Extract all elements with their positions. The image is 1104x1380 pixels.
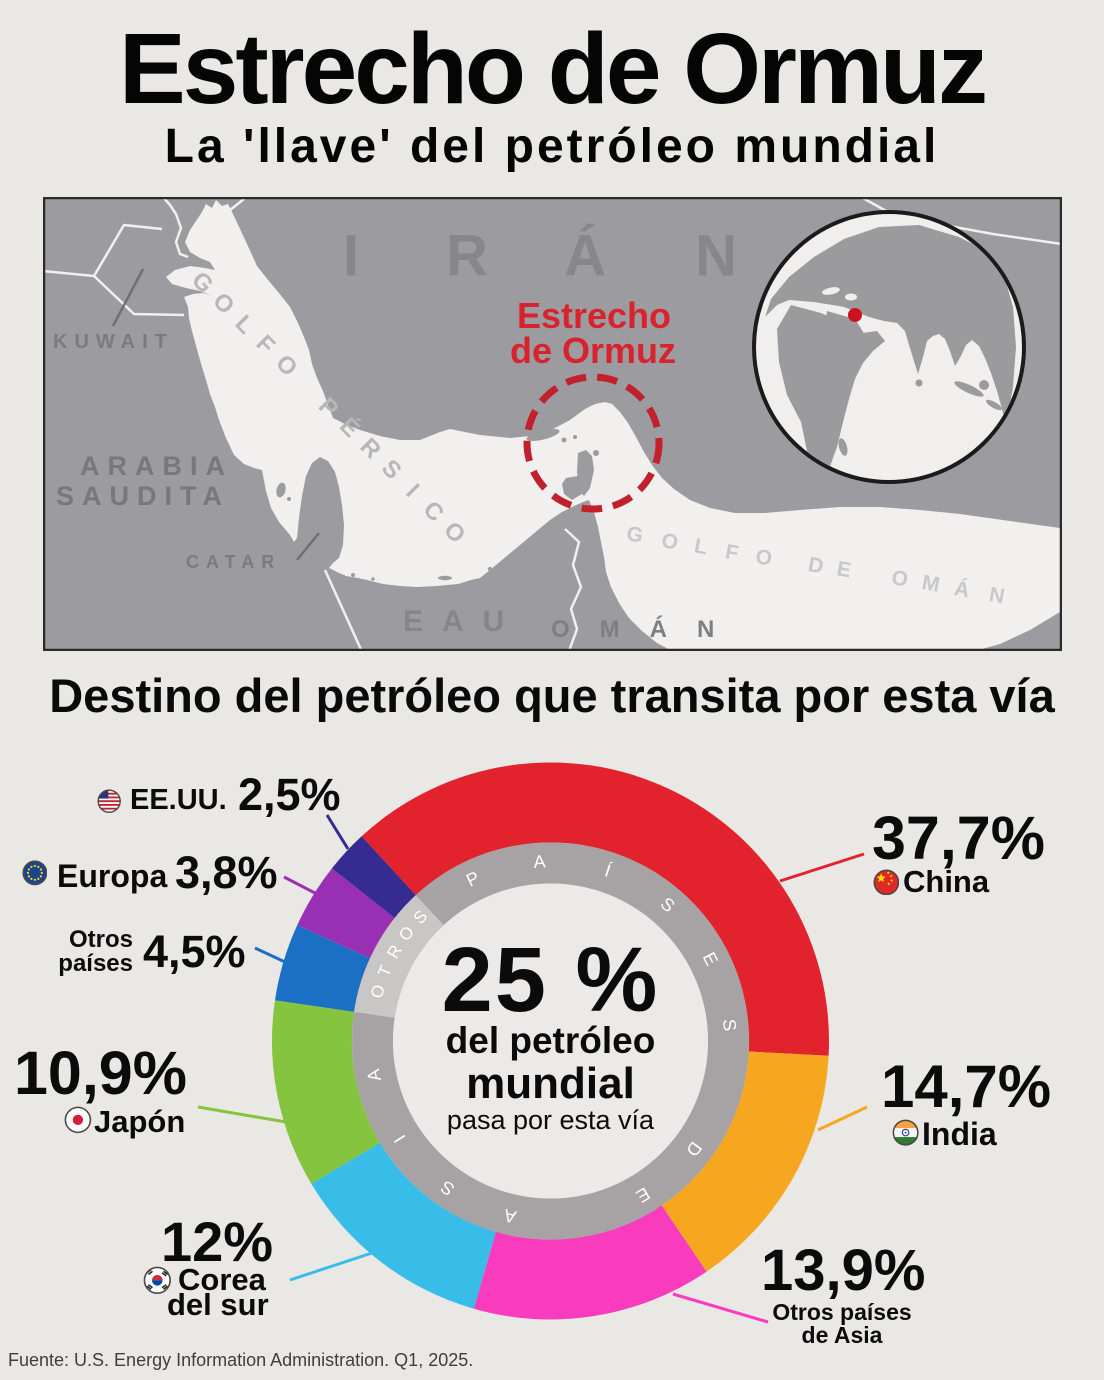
svg-text:Estrecho: Estrecho bbox=[517, 295, 671, 336]
svg-text:G: G bbox=[625, 522, 645, 547]
svg-text:D: D bbox=[806, 553, 825, 578]
svg-text:CATAR: CATAR bbox=[186, 552, 281, 572]
svg-text:R: R bbox=[446, 223, 488, 288]
svg-text:EAU: EAU bbox=[403, 605, 523, 638]
svg-text:L: L bbox=[693, 534, 710, 559]
svg-text:O: O bbox=[890, 566, 910, 591]
svg-text:OMÁN: OMÁN bbox=[551, 615, 744, 643]
svg-text:O: O bbox=[367, 983, 389, 1001]
svg-text:M: M bbox=[920, 571, 941, 597]
svg-text:O: O bbox=[754, 545, 774, 570]
svg-text:A: A bbox=[502, 1205, 518, 1227]
svg-text:Á: Á bbox=[564, 223, 606, 288]
svg-text:S: S bbox=[719, 1018, 740, 1032]
svg-text:N: N bbox=[987, 583, 1006, 608]
svg-text:F: F bbox=[724, 540, 741, 565]
svg-text:E: E bbox=[835, 557, 853, 582]
svg-text:Á: Á bbox=[952, 577, 971, 602]
svg-text:Í: Í bbox=[602, 860, 613, 881]
svg-text:I: I bbox=[343, 223, 359, 288]
svg-text:O: O bbox=[660, 529, 680, 554]
svg-text:ARABIA: ARABIA bbox=[80, 451, 233, 481]
svg-text:N: N bbox=[695, 223, 737, 288]
svg-text:de Ormuz: de Ormuz bbox=[510, 330, 676, 371]
svg-text:SAUDITA: SAUDITA bbox=[56, 481, 230, 511]
svg-text:A: A bbox=[533, 851, 546, 872]
svg-text:A: A bbox=[363, 1067, 385, 1083]
svg-text:KUWAIT: KUWAIT bbox=[53, 331, 174, 353]
